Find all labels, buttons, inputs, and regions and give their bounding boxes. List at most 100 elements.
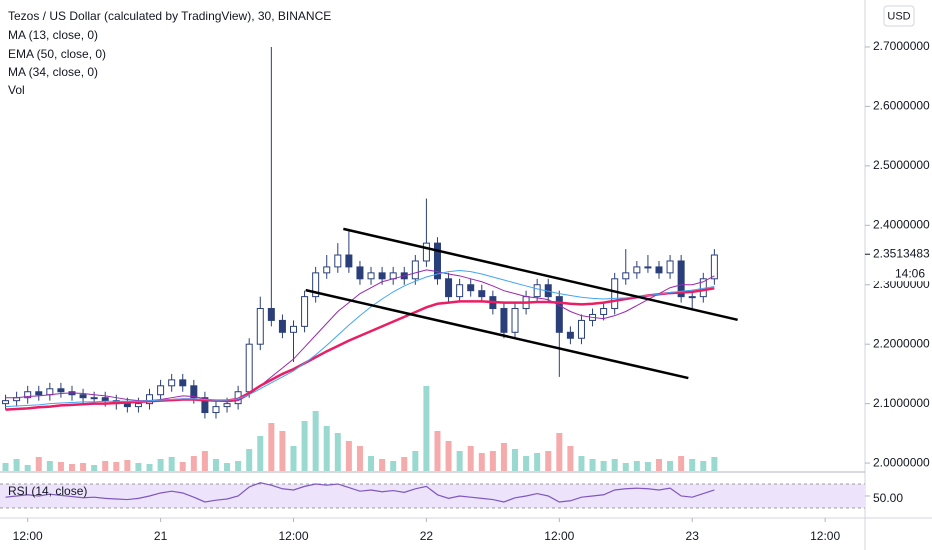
candle-body <box>123 403 131 408</box>
y-tick-label: 2.7000000 <box>873 39 930 53</box>
candle-body <box>445 278 453 298</box>
volume-bar <box>323 426 330 471</box>
rsi-label: RSI (14, close) <box>8 484 87 498</box>
volume-bar <box>68 464 75 471</box>
volume-bar <box>91 465 98 471</box>
last-price-box <box>871 245 931 282</box>
candle-body <box>46 388 54 396</box>
candle-body <box>323 266 331 274</box>
candle-body <box>655 266 663 274</box>
volume-bar <box>279 431 286 471</box>
candle-body <box>134 403 142 408</box>
volume-bar <box>578 456 585 471</box>
volume-bar <box>301 421 308 471</box>
legend-entry: MA (13, close, 0) <box>8 28 98 42</box>
y-tick-label: 2.2000000 <box>873 336 930 350</box>
volume-bar <box>589 459 596 471</box>
x-tick-label: 21 <box>154 529 168 543</box>
candle-body <box>212 406 220 414</box>
volume-bar <box>423 386 430 471</box>
volume-bar <box>478 453 485 471</box>
candle-body <box>456 284 464 298</box>
volume-bar <box>212 459 219 471</box>
candle-body <box>179 379 187 387</box>
volume-bar <box>390 461 397 471</box>
legend-entry: EMA (50, close, 0) <box>8 47 106 61</box>
candle-body <box>278 319 286 333</box>
volume-bar <box>489 451 496 471</box>
volume-bar <box>667 461 674 471</box>
candle-body <box>79 394 87 399</box>
volume-bar <box>201 451 208 471</box>
candle-body <box>101 397 109 402</box>
candle-body <box>157 385 165 396</box>
volume-bar <box>368 456 375 471</box>
currency[interactable]: USD <box>887 10 910 22</box>
volume-bar <box>257 436 264 471</box>
trendline <box>343 227 738 322</box>
volume-bar <box>113 462 120 471</box>
volume-bar <box>190 456 197 471</box>
volume-bar <box>412 451 419 471</box>
candle-body <box>24 391 32 399</box>
candle-body <box>267 308 275 321</box>
candle-body <box>190 385 198 399</box>
volume-bar <box>146 464 153 471</box>
volume-bar <box>711 457 718 471</box>
candle-body <box>367 272 375 280</box>
candle-body <box>411 260 419 280</box>
indicator-line <box>5 287 715 411</box>
x-tick-label: 23 <box>686 529 700 543</box>
volume-bar <box>545 451 552 471</box>
volume-bar <box>246 449 253 471</box>
volume-bar <box>235 461 242 471</box>
volume-bar <box>700 461 707 471</box>
candle-body <box>666 260 674 274</box>
candle-body <box>577 319 585 339</box>
volume-bar <box>611 459 618 471</box>
x-tick-label: 12:00 <box>810 529 840 543</box>
volume-bar <box>534 453 541 471</box>
volume-bar <box>46 461 53 471</box>
plot <box>0 46 865 509</box>
volume-bar <box>434 431 441 471</box>
candle-body <box>710 254 718 280</box>
candle-body <box>223 403 231 408</box>
y-tick-label: 2.4000000 <box>873 217 930 231</box>
volume-bar <box>456 451 463 471</box>
y-tick-label: 2.1000000 <box>873 396 930 410</box>
candle-body <box>146 394 154 405</box>
volume-bar <box>467 446 474 471</box>
rsi-band <box>0 483 865 508</box>
candle-body <box>201 397 209 414</box>
y-tick-label: 2.0000000 <box>873 455 930 469</box>
candle-body <box>644 266 652 269</box>
candle-body <box>35 391 43 396</box>
volume-bar <box>633 461 640 471</box>
candle-body <box>677 260 685 298</box>
candle-body <box>256 308 264 345</box>
x-tick-label: 12:00 <box>278 529 308 543</box>
candle-body <box>622 272 630 280</box>
volume-bar <box>345 441 352 471</box>
candle-body <box>356 266 364 280</box>
volume-bar <box>334 433 341 471</box>
indicator-line <box>5 269 715 408</box>
volume-bar <box>24 465 31 471</box>
candle-body <box>168 379 176 387</box>
candle-body <box>345 254 353 268</box>
candle-body <box>301 296 309 327</box>
currency-button[interactable] <box>883 5 915 27</box>
volume-bar <box>80 463 87 471</box>
rsi-tick-label: 50.00 <box>873 491 903 505</box>
candle-body <box>611 278 619 310</box>
candle-body <box>566 331 574 339</box>
chart-title: Tezos / US Dollar (calculated by Trading… <box>8 9 331 23</box>
volume-bar <box>13 459 20 471</box>
x-tick-label: 12:00 <box>544 529 574 543</box>
candle-body <box>90 397 98 400</box>
volume-bar <box>102 461 109 471</box>
candle-body <box>555 296 563 333</box>
